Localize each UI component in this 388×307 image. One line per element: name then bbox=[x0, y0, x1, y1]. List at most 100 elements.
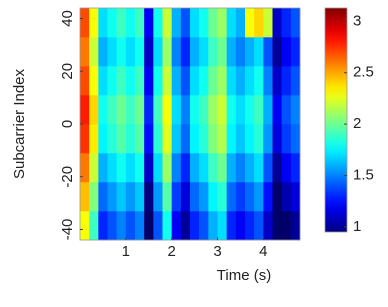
heatmap-cell bbox=[80, 153, 90, 183]
heatmap-cell bbox=[135, 153, 145, 183]
heatmap-cell bbox=[135, 8, 145, 38]
heatmap-cell bbox=[125, 8, 136, 38]
heatmap-cell bbox=[162, 153, 172, 183]
heatmap-cell bbox=[171, 37, 182, 67]
heatmap-cell bbox=[199, 153, 209, 183]
heatmap-cell bbox=[217, 211, 227, 241]
heatmap-cell bbox=[263, 182, 273, 212]
heatmap-cell bbox=[217, 37, 227, 67]
heatmap-cell bbox=[89, 182, 99, 212]
heatmap-cell bbox=[89, 211, 99, 241]
heatmap-cell bbox=[80, 66, 90, 96]
heatmap-cell bbox=[190, 124, 200, 154]
colorbar bbox=[324, 7, 348, 233]
heatmap-cell bbox=[281, 8, 292, 38]
heatmap-cell bbox=[245, 153, 255, 183]
heatmap-cell bbox=[153, 182, 163, 212]
heatmap-cell bbox=[171, 95, 182, 125]
heatmap-cell bbox=[107, 153, 117, 183]
heatmap-cell bbox=[162, 37, 172, 67]
colorbar-tick-label: 1.5 bbox=[353, 166, 374, 183]
heatmap-cell bbox=[190, 95, 200, 125]
heatmap-cell bbox=[125, 37, 136, 67]
heatmap-cell bbox=[180, 124, 191, 154]
heatmap-cell bbox=[162, 124, 172, 154]
heatmap-cell bbox=[290, 8, 301, 38]
heatmap-cell bbox=[153, 37, 163, 67]
y-tick-label: -40 bbox=[59, 219, 76, 241]
heatmap-cell bbox=[217, 153, 227, 183]
heatmap-cell bbox=[208, 66, 218, 96]
heatmap-cell bbox=[153, 124, 163, 154]
heatmap-cell bbox=[235, 153, 246, 183]
heatmap-cell bbox=[226, 8, 237, 38]
heatmap-cell bbox=[199, 95, 209, 125]
heatmap-cell bbox=[272, 66, 282, 96]
heatmap-cell bbox=[153, 95, 163, 125]
heatmap-cell bbox=[290, 211, 301, 241]
heatmap-cell bbox=[144, 211, 154, 241]
heatmap-cell bbox=[272, 95, 282, 125]
heatmap-cell bbox=[281, 66, 292, 96]
heatmap-cell bbox=[235, 37, 246, 67]
heatmap-cell bbox=[226, 124, 237, 154]
heatmap-cell bbox=[245, 8, 255, 38]
heatmap-cell bbox=[107, 211, 117, 241]
x-tick-label: 4 bbox=[259, 243, 267, 260]
heatmap-cell bbox=[208, 8, 218, 38]
colorbar-tick-label: 3 bbox=[353, 12, 361, 29]
heatmap-cell bbox=[263, 66, 273, 96]
heatmap-cell bbox=[107, 124, 117, 154]
heatmap-cell bbox=[180, 37, 191, 67]
heatmap-cell bbox=[153, 8, 163, 38]
heatmap-cell bbox=[208, 182, 218, 212]
heatmap-cell bbox=[98, 37, 108, 67]
heatmap-cell bbox=[171, 182, 182, 212]
heatmap-cell bbox=[89, 95, 99, 125]
heatmap-cell bbox=[263, 124, 273, 154]
heatmap-cell bbox=[144, 66, 154, 96]
heatmap-cell bbox=[153, 211, 163, 241]
heatmap-cell bbox=[208, 95, 218, 125]
x-axis-label: Time (s) bbox=[217, 267, 271, 284]
heatmap-cell bbox=[135, 211, 145, 241]
heatmap-cell bbox=[98, 211, 108, 241]
heatmap-cell bbox=[144, 8, 154, 38]
heatmap-cell bbox=[80, 182, 90, 212]
heatmap-cell bbox=[162, 8, 172, 38]
heatmap-cell bbox=[281, 37, 292, 67]
heatmap-cell bbox=[80, 124, 90, 154]
heatmap-cell bbox=[217, 66, 227, 96]
heatmap-cell bbox=[199, 124, 209, 154]
y-tick-label: 20 bbox=[59, 63, 76, 80]
heatmap-cell bbox=[245, 182, 255, 212]
heatmap-cell bbox=[281, 153, 292, 183]
colorbar-tick-label: 2.5 bbox=[353, 64, 374, 81]
heatmap-cell bbox=[290, 182, 301, 212]
y-tick-label: 0 bbox=[59, 120, 76, 128]
heatmap-cell bbox=[217, 124, 227, 154]
heatmap-cell bbox=[263, 8, 273, 38]
heatmap-cell bbox=[180, 182, 191, 212]
heatmap-cell bbox=[144, 124, 154, 154]
heatmap-cell bbox=[190, 211, 200, 241]
heatmap-cell bbox=[180, 8, 191, 38]
heatmap-cell bbox=[208, 124, 218, 154]
heatmap-cell bbox=[98, 66, 108, 96]
heatmap-cell bbox=[263, 153, 273, 183]
heatmap-cell bbox=[116, 153, 127, 183]
heatmap-cell bbox=[290, 37, 301, 67]
heatmap-cell bbox=[98, 95, 108, 125]
heatmap-cell bbox=[254, 66, 264, 96]
heatmap-cell bbox=[89, 153, 99, 183]
heatmap-cell bbox=[199, 182, 209, 212]
heatmap-cell bbox=[162, 66, 172, 96]
heatmap-cell bbox=[180, 153, 191, 183]
heatmap-cell bbox=[281, 182, 292, 212]
x-tick-label: 1 bbox=[122, 243, 130, 260]
heatmap-cell bbox=[125, 124, 136, 154]
heatmap-cell bbox=[107, 37, 117, 67]
heatmap-cell bbox=[144, 182, 154, 212]
colorbar-tick-label: 2 bbox=[353, 115, 361, 132]
